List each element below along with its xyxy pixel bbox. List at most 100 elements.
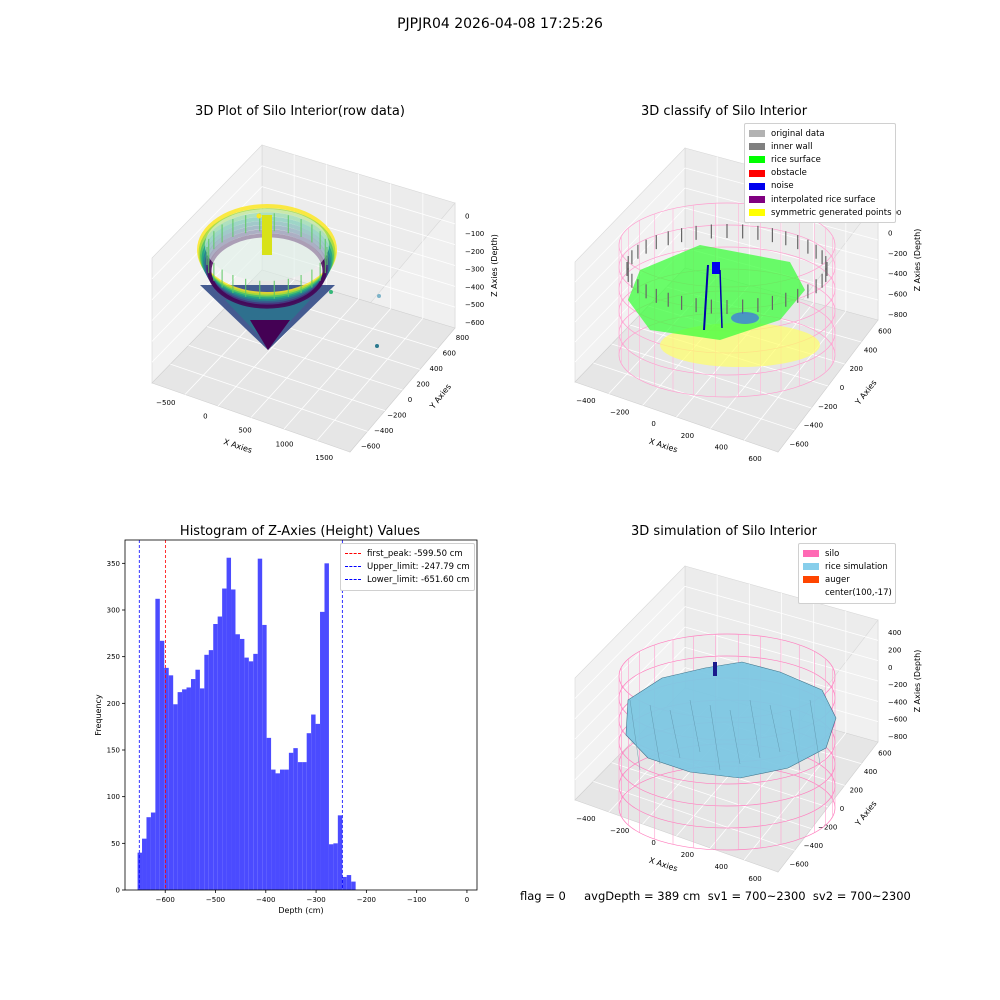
z-tick-label: −500 bbox=[465, 301, 484, 309]
legend-label: auger bbox=[825, 574, 850, 585]
y-tick-label: 150 bbox=[107, 747, 120, 755]
histogram-bar bbox=[284, 769, 289, 890]
histogram-bar bbox=[199, 688, 205, 890]
y-tick-label: 800 bbox=[456, 334, 469, 342]
legend-entry: noise bbox=[749, 180, 891, 193]
histogram-bar bbox=[346, 875, 352, 890]
z-tick-label: 0 bbox=[465, 213, 469, 221]
histogram-bar bbox=[150, 812, 156, 890]
panel4-title: 3D simulation of Silo Interior bbox=[631, 524, 817, 539]
panel4-3d-axes: −400 −200 0 200 400 600 600 400 200 0 −200 −400 −600… bbox=[574, 565, 922, 883]
x-tick-label: 200 bbox=[681, 432, 694, 440]
histogram-bar bbox=[320, 611, 325, 890]
histogram-bar bbox=[137, 852, 143, 890]
histogram-bar bbox=[279, 769, 285, 890]
legend-label: obstacle bbox=[771, 168, 807, 179]
y-tick-label: −600 bbox=[790, 861, 809, 869]
legend-swatch bbox=[749, 196, 765, 204]
z-tick-label: −200 bbox=[465, 248, 484, 256]
histogram-bar bbox=[195, 669, 200, 890]
legend-entry: rice surface bbox=[749, 153, 891, 166]
z-tick-label: 0 bbox=[888, 229, 892, 237]
legend-label: Upper_limit: -247.79 cm bbox=[367, 561, 470, 572]
histogram-bar bbox=[155, 598, 160, 890]
mesh-line bbox=[769, 704, 781, 753]
histogram-bar bbox=[164, 667, 169, 890]
y-tick-label: −200 bbox=[818, 403, 837, 411]
auger-marker bbox=[713, 662, 717, 676]
gridline bbox=[574, 586, 686, 699]
x-tick-label: −100 bbox=[407, 896, 426, 904]
figure-title: PJPJR04 2026-04-08 17:25:26 bbox=[397, 16, 603, 32]
x-tick-label: −500 bbox=[206, 896, 225, 904]
mesh-line bbox=[669, 709, 681, 759]
y-tick-label: 50 bbox=[111, 840, 120, 848]
x-tick-label: −400 bbox=[576, 397, 595, 405]
panel1-3d-axes: −5000500100015008006004002000−200−400−60… bbox=[151, 144, 499, 462]
histogram-bar bbox=[315, 723, 321, 890]
x-tick-label: −200 bbox=[357, 896, 376, 904]
legend-label: symmetric generated points bbox=[771, 207, 892, 218]
histogram-bar bbox=[208, 650, 214, 890]
legend-swatch bbox=[803, 550, 819, 558]
histogram-bar bbox=[244, 657, 249, 890]
histogram-bar bbox=[168, 675, 174, 890]
z-tick-label: −400 bbox=[888, 270, 907, 278]
histogram-bar bbox=[324, 563, 329, 890]
y-tick-label: 100 bbox=[107, 793, 120, 801]
histogram-bar bbox=[293, 748, 298, 890]
legend-entry: original data bbox=[749, 127, 891, 140]
gridline bbox=[151, 165, 263, 280]
x-tick-label: 0 bbox=[651, 420, 655, 428]
histogram-bar bbox=[213, 624, 218, 890]
histogram-bar bbox=[311, 714, 316, 890]
y-tick-label: 600 bbox=[878, 749, 891, 757]
histogram-bar bbox=[173, 704, 178, 890]
x-tick-label: 400 bbox=[715, 444, 728, 452]
x-tick-label: −600 bbox=[156, 896, 175, 904]
legend-swatch bbox=[749, 156, 765, 164]
y-tick-label: 200 bbox=[850, 365, 863, 373]
z-tick-label: 400 bbox=[888, 629, 901, 637]
legend-line bbox=[345, 579, 361, 581]
histogram-bar bbox=[226, 557, 232, 890]
histogram-bar bbox=[271, 769, 276, 890]
mesh-line bbox=[689, 699, 701, 753]
histogram-bar bbox=[217, 616, 223, 890]
y-tick-label: −200 bbox=[387, 411, 406, 419]
histogram-bar bbox=[159, 640, 165, 890]
legend-entry: rice simulation bbox=[803, 560, 891, 573]
histogram-bar bbox=[182, 689, 187, 890]
histogram-bar bbox=[142, 838, 147, 890]
histogram-bar bbox=[275, 773, 280, 890]
z-tick-label: −600 bbox=[465, 319, 484, 327]
noise-cluster bbox=[719, 269, 723, 329]
rice-simulation-surface bbox=[625, 661, 837, 779]
legend-entry: inner wall bbox=[749, 140, 891, 153]
gridline bbox=[684, 585, 879, 641]
histogram-bar bbox=[351, 881, 356, 890]
y-tick-label: 600 bbox=[443, 349, 456, 357]
legend-entry: obstacle bbox=[749, 167, 891, 180]
legend-line bbox=[345, 566, 361, 568]
x-tick-label: 0 bbox=[651, 839, 655, 847]
x-tick-label: −200 bbox=[610, 827, 629, 835]
legend-entry: silo bbox=[803, 547, 891, 560]
mesh-line bbox=[629, 699, 641, 771]
legend-entry: first_peak: -599.50 cm bbox=[345, 547, 470, 560]
data-point bbox=[377, 294, 381, 298]
mesh-line bbox=[789, 709, 801, 771]
legend-swatch bbox=[803, 590, 819, 597]
y-tick-label: 0 bbox=[408, 396, 412, 404]
histogram-bar bbox=[262, 624, 267, 890]
legend-swatch bbox=[749, 182, 765, 190]
x-tick-label: 1000 bbox=[276, 440, 294, 448]
legend-label: noise bbox=[771, 181, 794, 192]
y-tick-label: 350 bbox=[107, 560, 120, 568]
histogram-legend: first_peak: -599.50 cm Upper_limit: -247… bbox=[340, 543, 475, 591]
panel2-3d-axes: −400 −200 0 200 400 600 600 400 200 0 −200 −400 −600… bbox=[574, 147, 922, 463]
noise-cluster bbox=[703, 264, 709, 331]
z-tick-label: −400 bbox=[465, 283, 484, 291]
histogram-bar bbox=[235, 634, 240, 890]
y-axis-label: Y Axies bbox=[853, 799, 879, 828]
